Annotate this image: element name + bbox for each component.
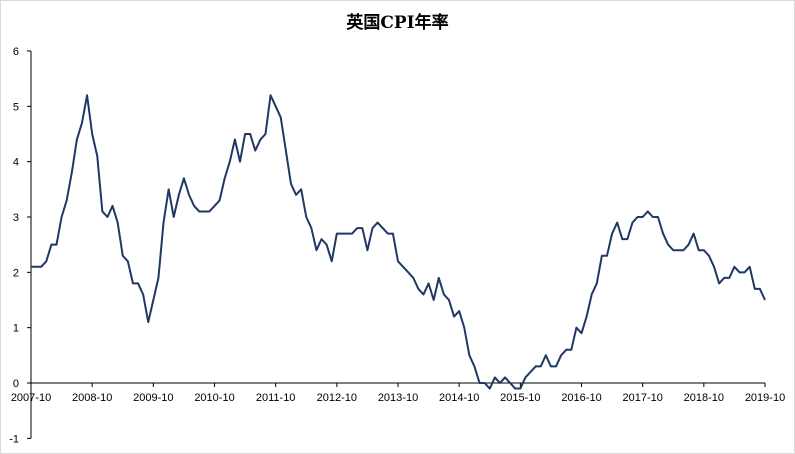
y-axis: -1 0 1 2 3 4 5 6 — [9, 46, 32, 445]
y-tick-label: 4 — [13, 157, 19, 169]
y-tick-label: 1 — [13, 323, 19, 335]
y-tick-label: 0 — [13, 378, 19, 390]
x-tick-label: 2016-10 — [561, 392, 601, 404]
x-tick-label: 2015-10 — [500, 392, 540, 404]
y-tick-label: 5 — [13, 101, 19, 113]
x-tick-label: 2010-10 — [194, 392, 234, 404]
x-tick-label: 2018-10 — [684, 392, 724, 404]
x-tick-label: 2008-10 — [72, 392, 112, 404]
x-axis: 2007-10 2008-10 2009-10 2010-10 2011-10 2012-… — [11, 382, 785, 404]
series-line — [31, 94, 766, 390]
x-tick-label: 2014-10 — [439, 392, 479, 404]
x-tick-label: 2013-10 — [378, 392, 418, 404]
y-tick-label: 6 — [13, 46, 19, 58]
x-tick-label: 2009-10 — [133, 392, 173, 404]
y-tick-label: 3 — [13, 212, 19, 224]
y-tick-label: 2 — [13, 267, 19, 279]
x-tick-label: 2007-10 — [11, 392, 51, 404]
series-group — [31, 94, 766, 390]
x-tick-label: 2019-10 — [745, 392, 785, 404]
chart-title: 英国CPI年率 — [346, 13, 449, 33]
y-tick-label: -1 — [9, 433, 19, 445]
x-tick-label: 2017-10 — [622, 392, 662, 404]
x-tick-label: 2012-10 — [317, 392, 357, 404]
x-tick-label: 2011-10 — [256, 392, 296, 404]
